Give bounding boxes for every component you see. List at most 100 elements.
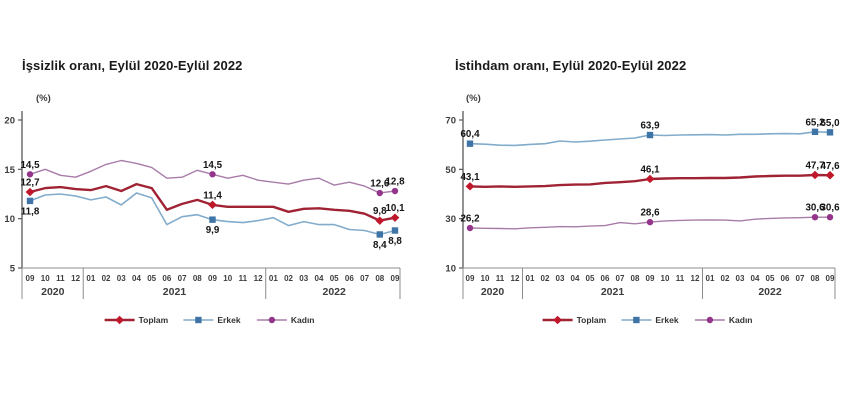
month-tick-label: 01 xyxy=(86,274,95,283)
month-tick-label: 09 xyxy=(466,274,475,283)
month-tick-label: 05 xyxy=(147,274,156,283)
year-label: 2020 xyxy=(481,286,505,298)
month-tick-label: 01 xyxy=(526,274,535,283)
series-marker-toplam xyxy=(645,174,655,184)
data-point-label: 60,4 xyxy=(460,129,480,140)
month-tick-label: 06 xyxy=(781,274,790,283)
y-tick-label: 15 xyxy=(4,165,15,176)
month-tick-label: 12 xyxy=(71,274,80,283)
month-tick-label: 10 xyxy=(41,274,50,283)
month-tick-label: 07 xyxy=(616,274,625,283)
legend-marker-erkek xyxy=(195,316,202,324)
month-tick-label: 01 xyxy=(269,274,278,283)
series-marker-erkek xyxy=(391,227,399,234)
month-tick-label: 07 xyxy=(178,274,187,283)
legend-marker-kadın xyxy=(706,316,714,324)
month-tick-label: 12 xyxy=(511,274,520,283)
data-point-label: 14,5 xyxy=(20,160,40,171)
series-marker-kadın xyxy=(826,213,834,221)
legend-label-toplam: Toplam xyxy=(577,315,607,325)
data-point-label: 11,4 xyxy=(203,190,222,201)
month-tick-label: 06 xyxy=(601,274,610,283)
month-tick-label: 11 xyxy=(56,274,65,283)
series-marker-toplam xyxy=(25,187,35,197)
series-marker-kadın xyxy=(376,189,383,197)
month-tick-label: 09 xyxy=(391,274,400,283)
series-marker-toplam xyxy=(465,182,475,191)
data-point-label: 43,1 xyxy=(460,172,480,183)
series-marker-erkek xyxy=(209,216,216,223)
data-point-label: 10,1 xyxy=(385,203,405,214)
month-tick-label: 08 xyxy=(375,274,384,283)
month-tick-label: 02 xyxy=(541,274,550,283)
data-point-label: 8,4 xyxy=(373,240,387,251)
data-point-label: 8,8 xyxy=(388,236,402,247)
series-marker-erkek xyxy=(26,197,34,205)
data-point-label: 65,2 xyxy=(805,117,825,128)
data-point-label: 47,7 xyxy=(805,161,825,172)
data-point-label: 11,8 xyxy=(21,206,40,217)
series-marker-erkek xyxy=(466,140,474,147)
legend-label-erkek: Erkek xyxy=(217,315,240,325)
y-tick-label: 20 xyxy=(4,116,15,127)
y-tick-label: 50 xyxy=(445,165,456,176)
legend-marker-kadın xyxy=(268,316,276,324)
month-tick-label: 04 xyxy=(315,274,324,283)
month-tick-label: 08 xyxy=(631,274,640,283)
month-tick-label: 04 xyxy=(571,274,580,283)
month-tick-label: 03 xyxy=(299,274,308,283)
month-tick-label: 11 xyxy=(496,274,505,283)
series-marker-kadın xyxy=(466,224,474,232)
series-marker-toplam xyxy=(390,213,400,222)
legend-marker-toplam xyxy=(115,315,124,325)
legend-label-erkek: Erkek xyxy=(655,315,678,325)
month-tick-label: 10 xyxy=(223,274,232,283)
year-label: 2022 xyxy=(758,286,782,298)
month-tick-label: 09 xyxy=(208,274,217,283)
month-tick-label: 02 xyxy=(102,274,111,283)
month-tick-label: 12 xyxy=(691,274,700,283)
data-point-label: 9,8 xyxy=(373,206,387,217)
series-marker-kadın xyxy=(646,218,654,226)
y-tick-label: 10 xyxy=(4,214,15,225)
month-tick-label: 08 xyxy=(193,274,202,283)
data-point-label: 9,9 xyxy=(206,225,220,236)
year-label: 2021 xyxy=(163,286,187,298)
series-marker-toplam xyxy=(810,170,820,180)
legend-marker-erkek xyxy=(633,316,640,324)
unemployment-chart-unit-label: (%) xyxy=(36,93,51,104)
month-tick-label: 09 xyxy=(646,274,655,283)
legend-label-kadın: Kadın xyxy=(291,315,315,325)
data-point-label: 12,7 xyxy=(20,178,40,189)
month-tick-label: 11 xyxy=(676,274,685,283)
month-tick-label: 07 xyxy=(796,274,805,283)
month-tick-label: 05 xyxy=(586,274,595,283)
legend-marker-toplam xyxy=(553,315,562,325)
series-marker-erkek xyxy=(376,231,383,238)
month-tick-label: 03 xyxy=(556,274,565,283)
data-point-label: 46,1 xyxy=(640,164,660,175)
month-tick-label: 01 xyxy=(706,274,715,283)
month-tick-label: 09 xyxy=(826,274,835,283)
data-point-label: 63,9 xyxy=(640,121,660,132)
data-point-label: 30,6 xyxy=(820,203,840,214)
employment-line-chart: 70 50 30 10 09 10 11 12 01 02 03 04 05 06 07 08 09 10 11 12… xyxy=(445,111,840,325)
month-tick-label: 06 xyxy=(162,274,171,283)
series-marker-kadın xyxy=(209,171,216,178)
month-tick-label: 07 xyxy=(360,274,369,283)
series-marker-erkek xyxy=(826,129,834,136)
data-point-label: 14,5 xyxy=(203,160,223,171)
data-point-label: 12,6 xyxy=(370,179,390,190)
series-marker-kadın xyxy=(26,171,34,178)
data-point-label: 26,2 xyxy=(460,214,480,225)
series-marker-toplam xyxy=(375,216,385,225)
month-tick-label: 10 xyxy=(661,274,670,283)
data-point-label: 65,0 xyxy=(820,118,840,129)
y-tick-label: 5 xyxy=(10,264,16,275)
unemployment-chart-title: İşsizlik oranı, Eylül 2020-Eylül 2022 xyxy=(22,58,243,73)
legend-label-kadın: Kadın xyxy=(729,315,753,325)
y-tick-label: 30 xyxy=(445,214,456,225)
employment-chart-title: İstihdam oranı, Eylül 2020-Eylül 2022 xyxy=(455,58,687,73)
series-marker-toplam xyxy=(825,171,835,180)
series-marker-erkek xyxy=(811,128,819,136)
